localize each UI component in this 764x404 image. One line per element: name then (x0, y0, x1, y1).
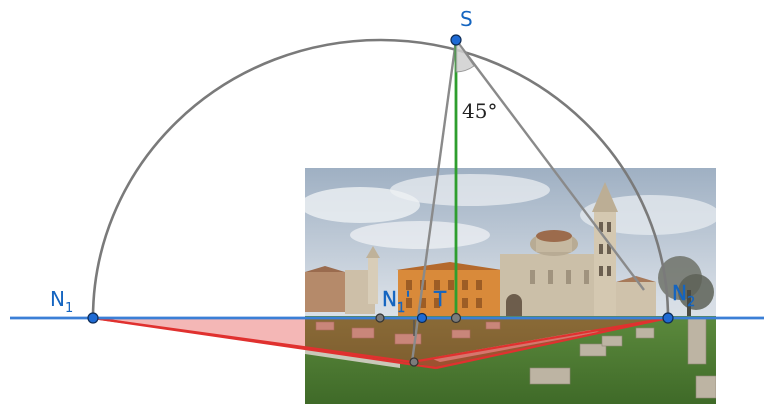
label-n2: N2 (672, 281, 695, 310)
label-t: T (433, 287, 447, 311)
point-s[interactable] (450, 34, 462, 46)
label-s: S (460, 7, 473, 31)
point-n1[interactable] (87, 312, 99, 324)
point-n1prime[interactable] (416, 312, 428, 324)
point-floor (409, 357, 419, 367)
angle-marker (455, 38, 475, 73)
semicircle-arc (91, 38, 670, 319)
label-n1prime: N1' (382, 287, 411, 316)
background-photo (305, 168, 716, 404)
line-s-to-n2 (455, 39, 645, 291)
point-n2[interactable] (662, 312, 674, 324)
line-s-to-n1prime (410, 39, 458, 363)
point-aux-left (375, 313, 385, 323)
point-t[interactable] (450, 312, 462, 324)
floor-projection (92, 316, 669, 370)
angle-label: 45° (462, 99, 497, 123)
label-n1: N1 (50, 287, 73, 316)
